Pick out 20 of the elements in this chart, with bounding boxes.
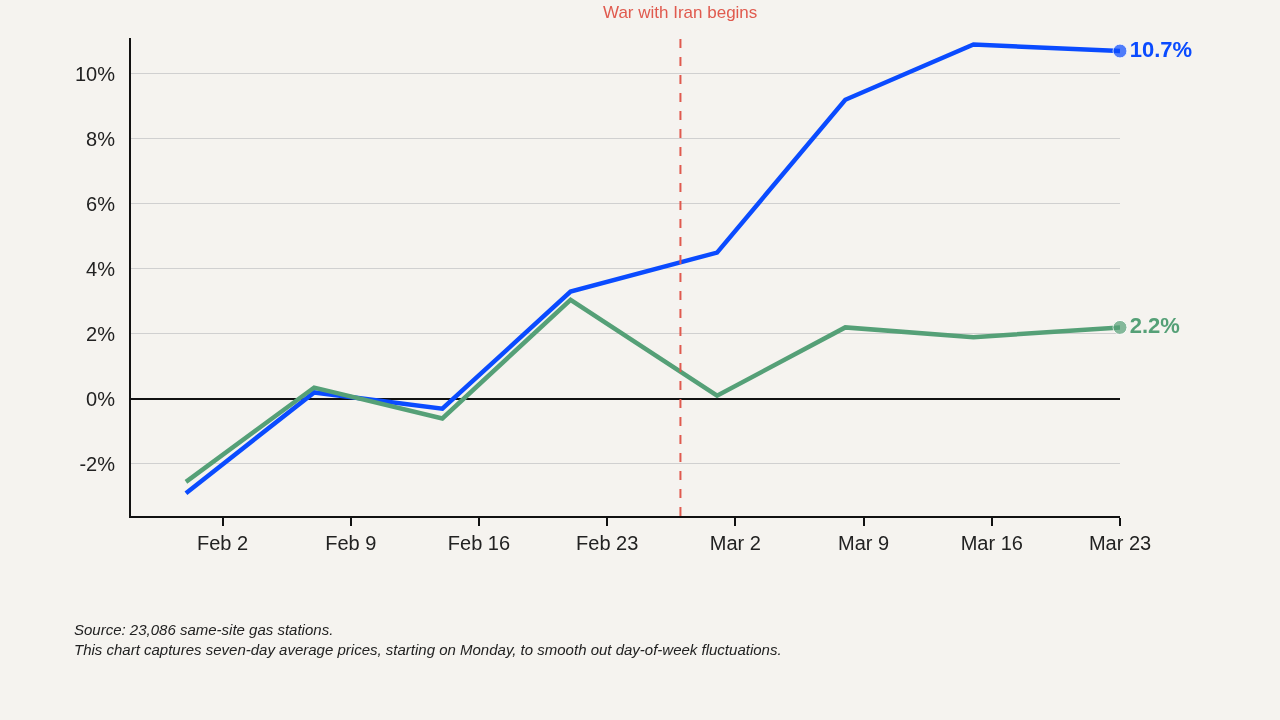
y-tick-label: -2% <box>79 452 116 475</box>
source-note: Source: 23,086 same-site gas stations. <box>74 621 334 638</box>
text: This chart captures seven-day average prices, starting on Monday, to smooth out day-of-week fluctuations. <box>74 641 782 658</box>
x-tick-label: Mar 16 <box>960 532 1023 554</box>
x-tick-label: Feb 9 <box>325 532 377 554</box>
x-tick-label: Mar 2 <box>709 532 761 554</box>
x-tick-label: Feb 23 <box>576 532 639 554</box>
x-tick-label: Mar 23 <box>1088 532 1152 554</box>
y-tick-label: 2% <box>86 322 116 345</box>
data-label: 10.7% <box>1129 36 1193 62</box>
data-label: 2.2% <box>1129 312 1180 338</box>
y-tick-label: 8% <box>86 127 116 150</box>
y-tick-label: 0% <box>86 387 116 410</box>
x-tick-label: Feb 2 <box>196 532 249 554</box>
ref-line-label: War with Iran begins <box>603 3 758 22</box>
y-tick-label: 4% <box>86 257 116 280</box>
y-tick-label: 6% <box>86 192 116 215</box>
x-tick-label: Mar 9 <box>838 532 890 554</box>
y-tick-label: 10% <box>74 62 116 85</box>
x-tick-label: Feb 16 <box>447 532 511 554</box>
